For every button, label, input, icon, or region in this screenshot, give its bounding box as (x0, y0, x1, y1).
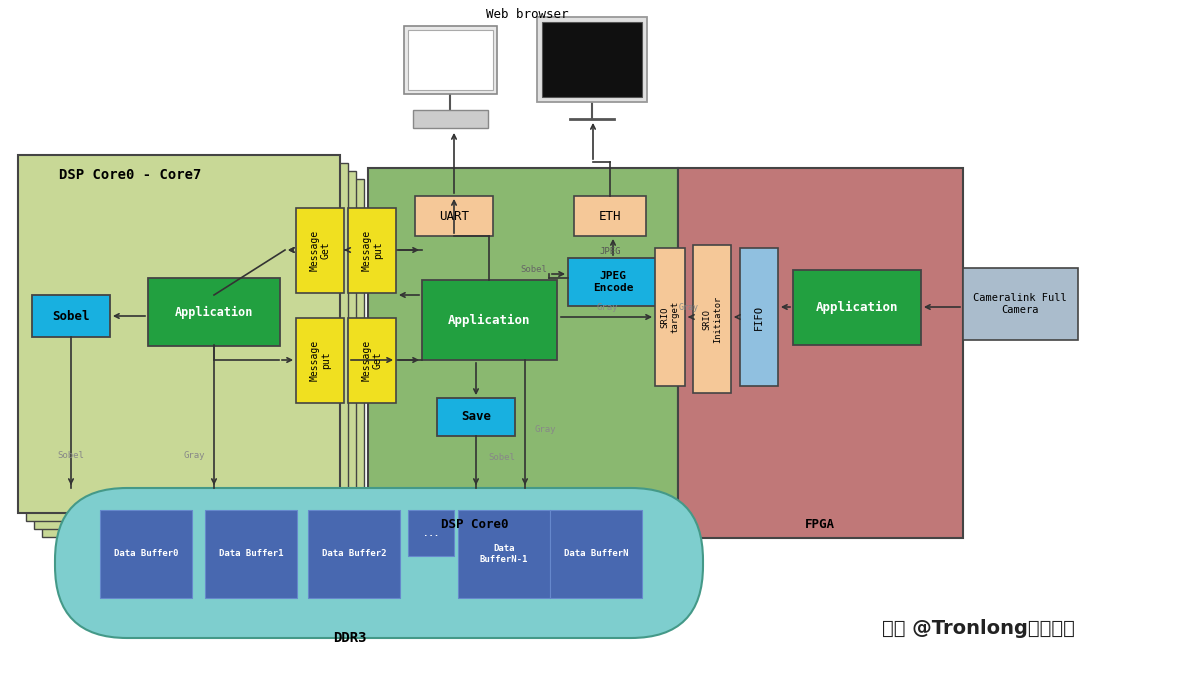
FancyBboxPatch shape (568, 258, 658, 306)
Text: Application: Application (175, 306, 253, 318)
FancyBboxPatch shape (32, 295, 111, 337)
FancyBboxPatch shape (348, 318, 396, 403)
Text: 头条 @Tronlong创龙科技: 头条 @Tronlong创龙科技 (881, 618, 1075, 637)
Text: ...: ... (423, 528, 439, 538)
Text: JPEG
Encode: JPEG Encode (593, 271, 634, 293)
FancyBboxPatch shape (26, 163, 348, 521)
Text: FPGA: FPGA (805, 518, 835, 532)
Text: DSP Core0 - Core7: DSP Core0 - Core7 (58, 168, 201, 182)
FancyBboxPatch shape (408, 510, 454, 556)
FancyBboxPatch shape (296, 318, 344, 403)
Text: Save: Save (461, 411, 491, 423)
FancyBboxPatch shape (100, 510, 191, 598)
Text: DDR3: DDR3 (333, 631, 366, 645)
Text: FIFO: FIFO (754, 304, 765, 330)
Text: UART: UART (439, 209, 468, 223)
Text: Application: Application (448, 314, 530, 326)
Text: Application: Application (816, 300, 898, 314)
Text: SRIO
target: SRIO target (660, 301, 680, 333)
Text: Message
put: Message put (309, 339, 331, 380)
Text: Web browser: Web browser (486, 7, 568, 20)
Text: Sobel: Sobel (57, 450, 84, 460)
FancyBboxPatch shape (678, 168, 963, 538)
FancyBboxPatch shape (408, 30, 493, 90)
Text: Message
Get: Message Get (361, 339, 383, 380)
Text: Gray: Gray (596, 304, 618, 312)
FancyBboxPatch shape (404, 26, 497, 94)
FancyBboxPatch shape (793, 270, 921, 345)
FancyBboxPatch shape (438, 398, 515, 436)
FancyBboxPatch shape (537, 17, 647, 102)
Text: Cameralink Full
Camera: Cameralink Full Camera (973, 293, 1067, 315)
FancyBboxPatch shape (963, 268, 1078, 340)
FancyBboxPatch shape (422, 280, 556, 360)
FancyBboxPatch shape (655, 248, 685, 386)
FancyBboxPatch shape (458, 510, 551, 598)
FancyBboxPatch shape (551, 510, 642, 598)
Text: DSP Core0: DSP Core0 (441, 518, 509, 532)
Text: Sobel: Sobel (489, 454, 516, 462)
Text: Gray: Gray (679, 304, 699, 312)
FancyBboxPatch shape (348, 208, 396, 293)
Text: Data Buffer2: Data Buffer2 (322, 549, 386, 559)
Text: Message
Get: Message Get (309, 229, 331, 271)
FancyBboxPatch shape (369, 168, 678, 538)
FancyBboxPatch shape (693, 245, 731, 393)
Text: Data BufferN: Data BufferN (564, 549, 628, 559)
Text: Sobel: Sobel (52, 310, 89, 322)
FancyBboxPatch shape (55, 488, 703, 638)
FancyBboxPatch shape (34, 171, 356, 529)
FancyBboxPatch shape (413, 110, 487, 128)
FancyBboxPatch shape (415, 196, 493, 236)
Text: Message
put: Message put (361, 229, 383, 271)
FancyBboxPatch shape (205, 510, 297, 598)
Text: Data Buffer0: Data Buffer0 (114, 549, 178, 559)
FancyBboxPatch shape (542, 22, 642, 97)
Text: ETH: ETH (599, 209, 621, 223)
Text: Data Buffer1: Data Buffer1 (219, 549, 283, 559)
Text: Sobel: Sobel (520, 264, 547, 273)
Text: SRIO
Initiator: SRIO Initiator (703, 295, 722, 343)
Text: Data
BufferN-1: Data BufferN-1 (480, 544, 528, 564)
FancyBboxPatch shape (308, 510, 400, 598)
FancyBboxPatch shape (42, 179, 364, 537)
FancyBboxPatch shape (740, 248, 778, 386)
FancyBboxPatch shape (18, 155, 340, 513)
Text: Gray: Gray (183, 450, 205, 460)
Text: JPEG: JPEG (599, 248, 621, 256)
FancyBboxPatch shape (296, 208, 344, 293)
FancyBboxPatch shape (147, 278, 279, 346)
FancyBboxPatch shape (574, 196, 646, 236)
Text: Gray: Gray (534, 425, 555, 435)
